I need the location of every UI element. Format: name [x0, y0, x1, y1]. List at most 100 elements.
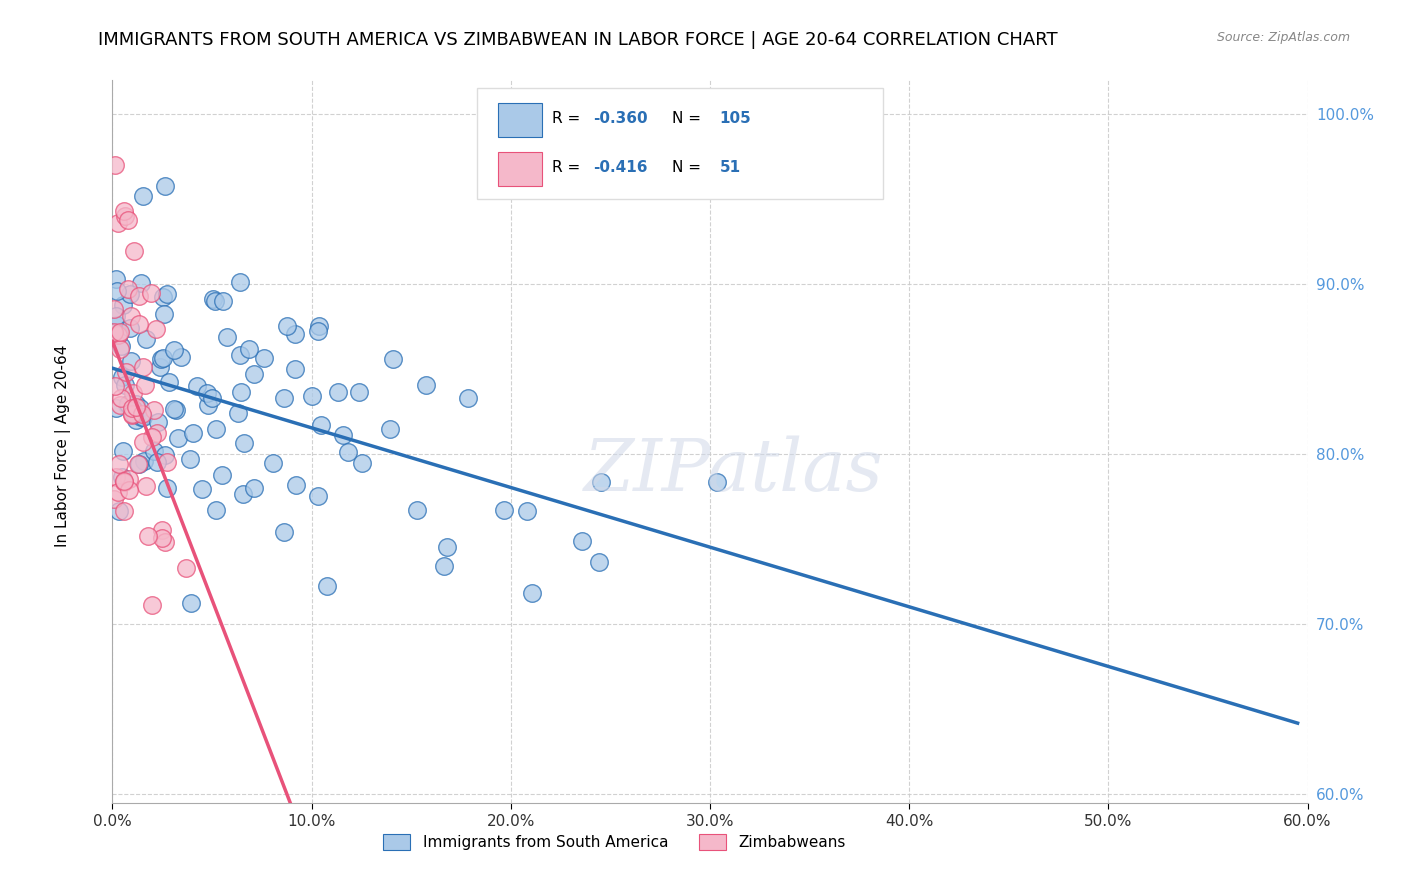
Point	[332, 428, 354, 442]
Point	[105, 310, 128, 324]
Point	[141, 285, 163, 300]
Point	[143, 403, 166, 417]
Point	[129, 409, 152, 424]
Point	[163, 343, 186, 357]
Text: R =: R =	[553, 112, 585, 126]
FancyBboxPatch shape	[499, 103, 541, 137]
Point	[111, 369, 134, 384]
Point	[706, 475, 728, 489]
Point	[156, 287, 179, 301]
Point	[122, 244, 145, 259]
Point	[156, 455, 179, 469]
Point	[115, 365, 138, 379]
Point	[103, 302, 125, 317]
Point	[436, 541, 458, 555]
Point	[204, 503, 226, 517]
Point	[337, 445, 360, 459]
Point	[104, 378, 127, 392]
Text: N =: N =	[672, 112, 706, 126]
Point	[107, 485, 129, 500]
Text: IMMIGRANTS FROM SOUTH AMERICA VS ZIMBABWEAN IN LABOR FORCE | AGE 20-64 CORRELATI: IMMIGRANTS FROM SOUTH AMERICA VS ZIMBABW…	[98, 31, 1059, 49]
Point	[233, 436, 256, 450]
Text: In Labor Force | Age 20-64: In Labor Force | Age 20-64	[55, 345, 72, 547]
Point	[132, 410, 155, 425]
Point	[121, 408, 143, 422]
Point	[152, 351, 174, 365]
Point	[174, 560, 197, 574]
Point	[202, 292, 225, 306]
Point	[170, 351, 193, 365]
Point	[118, 483, 141, 498]
Point	[134, 378, 156, 392]
Point	[138, 529, 160, 543]
Point	[108, 398, 131, 412]
Point	[232, 487, 254, 501]
Point	[309, 417, 332, 432]
Point	[204, 293, 226, 308]
Point	[129, 401, 152, 416]
Point	[131, 407, 153, 421]
Text: 51: 51	[720, 161, 741, 175]
Point	[238, 343, 260, 357]
Point	[301, 389, 323, 403]
Point	[112, 504, 135, 518]
Point	[121, 408, 143, 422]
Point	[112, 298, 135, 312]
Point	[179, 452, 201, 467]
Point	[148, 416, 170, 430]
Point	[167, 431, 190, 445]
Text: N =: N =	[672, 161, 706, 175]
Point	[273, 391, 295, 405]
Point	[571, 534, 593, 549]
Point	[211, 467, 233, 482]
Point	[122, 402, 145, 417]
Point	[110, 343, 132, 357]
Point	[149, 351, 172, 366]
Point	[104, 470, 127, 484]
Point	[128, 317, 150, 331]
Point	[121, 401, 143, 415]
Point	[205, 421, 228, 435]
Point	[129, 276, 152, 290]
Point	[457, 391, 479, 405]
Point	[125, 397, 148, 411]
Text: ZIPatlas: ZIPatlas	[583, 435, 884, 506]
Text: Source: ZipAtlas.com: Source: ZipAtlas.com	[1216, 31, 1350, 45]
Point	[135, 479, 157, 493]
Point	[132, 454, 155, 468]
Point	[150, 523, 173, 537]
Point	[262, 456, 284, 470]
Point	[128, 289, 150, 303]
Point	[115, 398, 138, 412]
Point	[197, 386, 219, 401]
Point	[120, 309, 142, 323]
Point	[273, 524, 295, 539]
Point	[328, 385, 350, 400]
Point	[110, 339, 132, 353]
Point	[253, 351, 276, 366]
Point	[226, 406, 249, 420]
Point	[153, 449, 176, 463]
Point	[433, 559, 456, 574]
Point	[211, 293, 233, 308]
Point	[156, 481, 179, 495]
Point	[108, 327, 131, 342]
Point	[112, 443, 135, 458]
Point	[110, 391, 132, 405]
Point	[588, 555, 610, 569]
Point	[107, 458, 129, 472]
Point	[103, 491, 125, 506]
FancyBboxPatch shape	[477, 87, 883, 200]
Point	[117, 397, 139, 411]
Point	[111, 470, 134, 484]
Point	[217, 330, 239, 344]
Point	[122, 386, 145, 401]
Point	[157, 375, 180, 389]
Point	[114, 377, 136, 392]
Point	[120, 353, 142, 368]
Point	[165, 402, 187, 417]
Point	[105, 401, 128, 415]
Point	[117, 213, 139, 227]
Point	[107, 215, 129, 229]
Point	[283, 326, 305, 341]
